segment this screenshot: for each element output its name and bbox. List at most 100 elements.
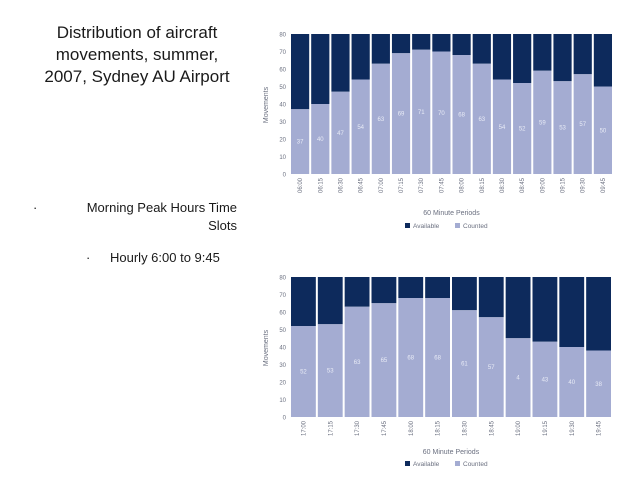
- bar-available: [513, 34, 532, 83]
- x-tick-label: 07:30: [419, 177, 425, 193]
- legend-label-available: Available: [413, 461, 440, 468]
- data-label: 40: [317, 137, 324, 143]
- bar-counted: [452, 310, 477, 417]
- bar-counted: [311, 104, 330, 174]
- bullet-morning-peak: · Morning Peak Hours Time Slots: [33, 199, 237, 235]
- bar-counted: [291, 109, 310, 174]
- bar-available: [505, 277, 531, 339]
- x-tick-label: 07:00: [379, 177, 385, 193]
- x-tick-label: 06:30: [338, 177, 344, 193]
- bullet-text: Hourly 6:00 to 9:45: [110, 250, 220, 265]
- data-label: 53: [327, 369, 334, 375]
- x-tick-label: 18:30: [462, 420, 468, 436]
- y-axis-label: Movements: [263, 86, 270, 123]
- x-tick-label: 19:30: [570, 420, 576, 436]
- bar-counted: [344, 306, 370, 417]
- y-tick-label: 0: [283, 416, 287, 422]
- x-tick-label: 08:30: [500, 177, 506, 193]
- data-label: 71: [418, 110, 425, 116]
- data-label: 38: [595, 382, 602, 388]
- x-tick-label: 09:30: [581, 177, 587, 193]
- bar-available: [391, 34, 411, 54]
- y-tick-label: 60: [279, 68, 286, 74]
- bar-counted: [505, 338, 531, 417]
- bar-available: [492, 34, 512, 80]
- legend-label-available: Available: [413, 223, 440, 230]
- bar-available: [432, 34, 451, 52]
- data-label: 61: [461, 362, 468, 368]
- bar-available: [452, 277, 477, 311]
- legend-label-counted: Counted: [463, 223, 488, 230]
- y-tick-label: 50: [279, 328, 286, 334]
- data-label: 65: [381, 358, 388, 364]
- bar-available: [344, 277, 370, 307]
- bar-available: [371, 34, 390, 64]
- bar-counted: [317, 324, 343, 417]
- bullet-hourly: · Hourly 6:00 to 9:45: [86, 249, 266, 267]
- bar-counted: [586, 350, 611, 417]
- bar-available: [452, 34, 471, 55]
- y-tick-label: 10: [279, 155, 286, 161]
- x-tick-label: 06:15: [318, 177, 324, 193]
- x-tick-label: 17:00: [301, 420, 307, 436]
- data-label: 53: [559, 126, 566, 132]
- bar-counted: [513, 83, 532, 174]
- bar-available: [412, 34, 431, 50]
- data-label: 50: [600, 128, 607, 134]
- data-label: 47: [337, 131, 344, 137]
- data-label: 68: [407, 356, 414, 362]
- data-label: 70: [438, 111, 445, 117]
- y-tick-label: 70: [279, 293, 286, 299]
- bar-counted: [533, 70, 552, 174]
- x-tick-label: 09:15: [561, 177, 567, 193]
- bar-counted: [291, 326, 316, 417]
- bar-available: [317, 277, 343, 325]
- data-label: 57: [579, 122, 586, 128]
- bar-available: [593, 34, 612, 87]
- y-tick-label: 20: [279, 381, 286, 387]
- y-tick-label: 80: [279, 276, 286, 282]
- x-tick-label: 08:45: [520, 177, 526, 193]
- bar-counted: [593, 86, 612, 174]
- bullet-text: Morning Peak Hours Time Slots: [86, 200, 237, 233]
- bar-counted: [432, 51, 451, 174]
- bar-available: [553, 34, 572, 82]
- y-axis-label: Movements: [263, 329, 270, 366]
- x-tick-label: 17:45: [382, 420, 388, 436]
- y-tick-label: 80: [279, 33, 286, 39]
- bar-available: [351, 34, 370, 80]
- data-label: 63: [378, 117, 385, 123]
- x-tick-label: 06:00: [298, 177, 304, 193]
- data-label: 68: [434, 356, 441, 362]
- bar-available: [311, 34, 330, 104]
- data-label: 37: [297, 140, 304, 146]
- y-tick-label: 30: [279, 120, 286, 126]
- data-label: 54: [499, 125, 506, 131]
- bullet-marker: ·: [33, 200, 38, 215]
- y-tick-label: 10: [279, 398, 286, 404]
- y-tick-label: 40: [279, 346, 286, 352]
- x-tick-label: 08:00: [460, 177, 466, 193]
- y-tick-label: 40: [279, 103, 286, 109]
- bar-available: [533, 34, 552, 71]
- x-tick-label: 08:15: [480, 177, 486, 193]
- bar-available: [573, 34, 592, 75]
- bar-counted: [492, 79, 512, 174]
- bar-counted: [371, 63, 390, 174]
- bar-counted: [412, 49, 431, 174]
- data-label: 63: [478, 117, 485, 123]
- y-tick-label: 50: [279, 85, 286, 91]
- x-axis-label: 60 Minute Periods: [423, 449, 480, 456]
- data-label: 59: [539, 120, 546, 126]
- y-tick-label: 70: [279, 50, 286, 56]
- data-label: 57: [488, 365, 495, 371]
- legend-swatch-counted: [455, 223, 460, 228]
- bar-counted: [331, 91, 350, 174]
- bar-counted: [391, 53, 411, 174]
- y-tick-label: 0: [283, 173, 287, 179]
- data-label: 52: [519, 127, 526, 133]
- x-tick-label: 18:15: [436, 420, 442, 436]
- bar-counted: [425, 298, 450, 417]
- x-tick-label: 09:00: [540, 177, 546, 193]
